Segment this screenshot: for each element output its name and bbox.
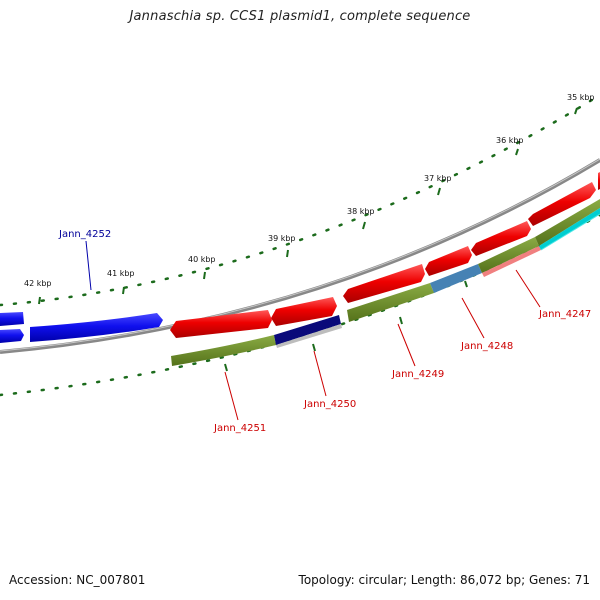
ruler-labels: 35 kbp 36 kbp 37 kbp 38 kbp 39 kbp 40 kb… <box>24 93 595 288</box>
ruler-label-38: 38 kbp <box>347 207 375 216</box>
gene-label-jann-4248[interactable]: Jann_4248 <box>460 341 513 352</box>
gene-label-jann-4252[interactable]: Jann_4252 <box>58 229 111 240</box>
cds-feature[interactable] <box>425 246 472 276</box>
tick-40kbp <box>203 271 206 280</box>
ruler-major-ticks <box>38 107 578 305</box>
cds-feature[interactable] <box>471 221 531 256</box>
tick-39kbp <box>286 249 289 258</box>
gene-jann-4252-b[interactable] <box>30 313 163 342</box>
ruler-label-39: 39 kbp <box>268 234 296 243</box>
tick-35kbp <box>574 107 578 115</box>
ruler-label-36: 36 kbp <box>496 136 524 145</box>
inner-ruler-ticks <box>224 280 468 372</box>
label-leaders <box>85 240 541 421</box>
cog-track[interactable] <box>171 199 600 366</box>
cog-cyan-segment[interactable] <box>539 208 600 250</box>
ruler-label-37: 37 kbp <box>424 174 452 183</box>
cog-olive-segment[interactable] <box>171 335 276 366</box>
gene-labels: Jann_4252 Jann_4251 Jann_4250 Jann_4249 … <box>58 229 591 434</box>
cog-pink-segment[interactable] <box>482 246 541 277</box>
cog-steelblue-segment[interactable] <box>430 264 482 293</box>
topology-summary: Topology: circular; Length: 86,072 bp; G… <box>298 573 590 587</box>
ruler-outer <box>0 93 600 307</box>
gene-jann-4252[interactable] <box>0 312 24 326</box>
cds-feature[interactable] <box>343 264 425 303</box>
cds-track[interactable] <box>170 172 600 338</box>
backbone-circle <box>0 158 600 354</box>
ruler-label-40: 40 kbp <box>188 255 216 264</box>
accession-text: Accession: NC_007801 <box>9 573 146 587</box>
gene-label-jann-4249[interactable]: Jann_4249 <box>391 369 444 380</box>
cds-feature[interactable] <box>170 310 272 338</box>
tick-42kbp <box>38 296 41 305</box>
gene-blue-left[interactable] <box>0 329 24 343</box>
cog-olive-segment[interactable] <box>347 283 434 322</box>
cog-olive-segment[interactable] <box>478 237 539 273</box>
ruler-label-41: 41 kbp <box>107 269 135 278</box>
cds-feature[interactable] <box>271 297 337 326</box>
ruler-label-42: 42 kbp <box>24 279 52 288</box>
map-title: Jannaschia sp. CCS1 plasmid1, complete s… <box>129 9 471 24</box>
cds-feature[interactable] <box>528 182 596 226</box>
gene-label-jann-4251[interactable]: Jann_4251 <box>213 423 266 434</box>
cog-olive-segment[interactable] <box>535 199 600 246</box>
gene-jann-4252-group[interactable] <box>0 312 163 343</box>
tick-37kbp <box>437 187 441 196</box>
ruler-label-35: 35 kbp <box>567 93 595 102</box>
tick-38kbp <box>362 221 366 230</box>
tick-36kbp <box>515 148 519 156</box>
gene-label-jann-4250[interactable]: Jann_4250 <box>303 399 356 410</box>
cog-gray-segment[interactable] <box>276 324 342 348</box>
tick-41kbp <box>122 286 125 295</box>
cog-navy-segment[interactable] <box>274 315 341 345</box>
gene-label-jann-4247[interactable]: Jann_4247 <box>538 309 591 320</box>
